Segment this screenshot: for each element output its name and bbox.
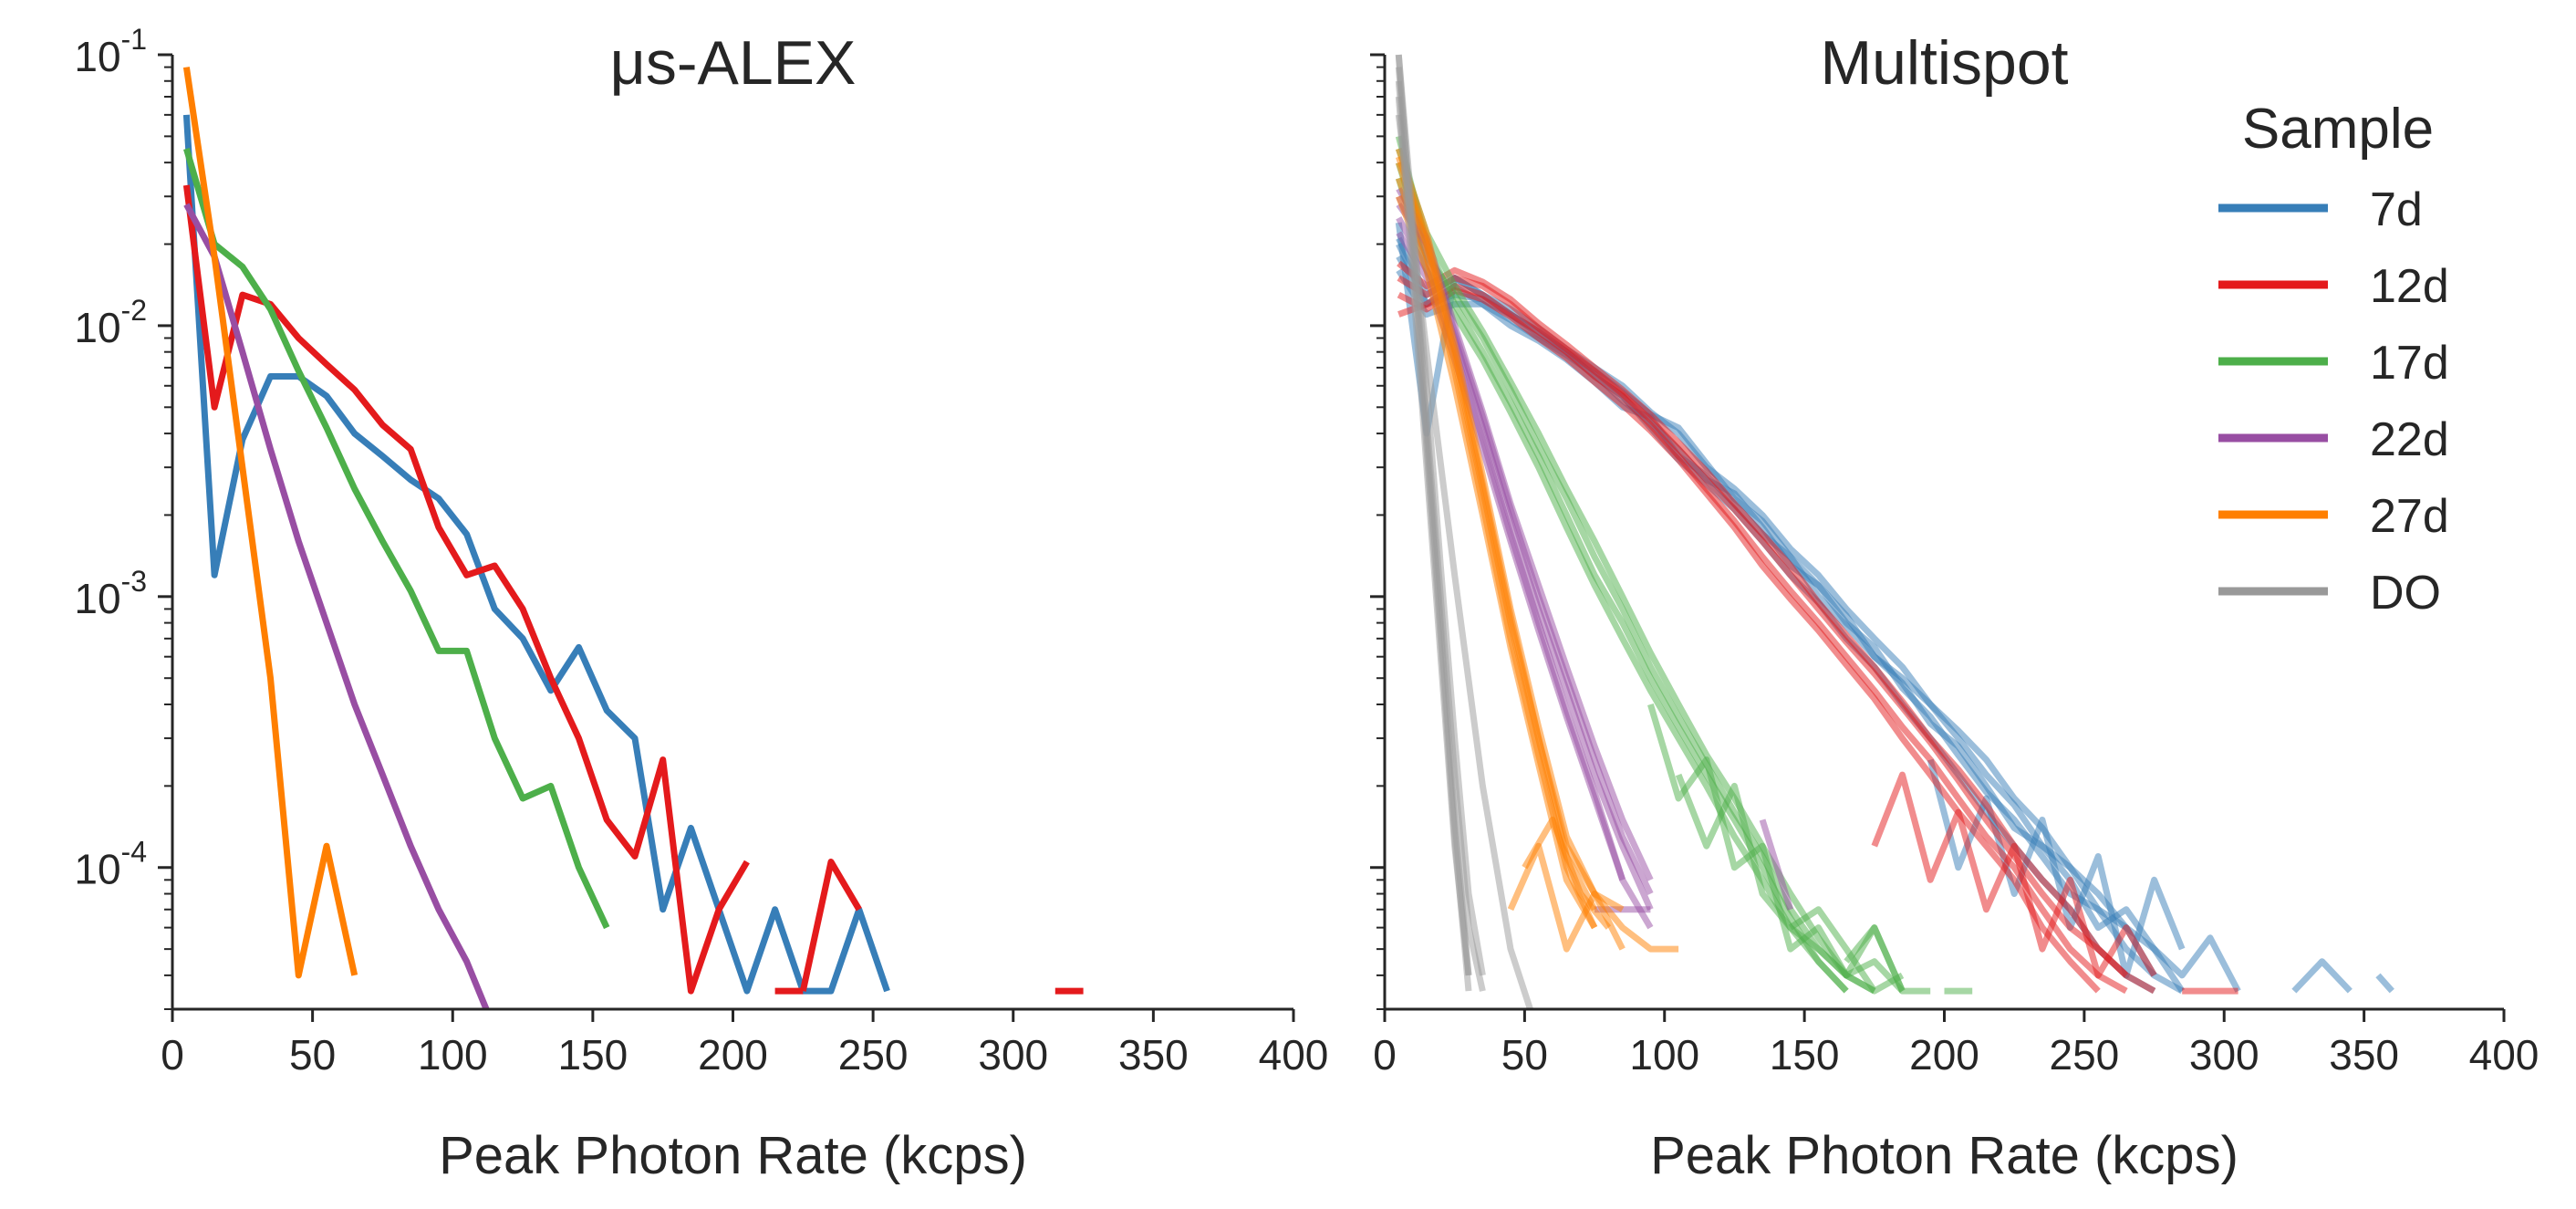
x-tick-label: 300 [2189, 1031, 2259, 1079]
series-line-17d-3 [1395, 177, 1849, 994]
series-line-DO-3 [1395, 96, 1472, 976]
x-tick-label: 200 [698, 1031, 768, 1079]
y-tick-label: 10-4 [74, 836, 147, 893]
panel-title: μs-ALEX [610, 28, 857, 98]
x-tick-label: 350 [2329, 1031, 2399, 1079]
series-line-12d-4 [1871, 771, 2157, 979]
legend-label-12d: 12d [2370, 260, 2449, 313]
y-tick-label: 10-3 [74, 565, 147, 622]
x-tick-label: 0 [1373, 1031, 1397, 1079]
chart-panel-1: 0 50 100 150 200 250 300 350 400 Multispot Peak Ph… [1370, 28, 2539, 1185]
series-line-12d-2 [799, 859, 862, 992]
y-tick-label: 10-1 [74, 23, 147, 80]
x-tick-label: 50 [1501, 1031, 1548, 1079]
x-tick-label: 400 [1259, 1031, 1329, 1079]
series-line-27d-0 [182, 67, 358, 979]
series-line-17d-7 [1844, 924, 1931, 995]
series-line-17d-1 [1395, 162, 1876, 995]
series-line-DO-5 [1395, 114, 1533, 1009]
series-line-17d-5 [1675, 773, 1906, 993]
series-line-22d-0 [183, 203, 490, 1009]
x-tick-label: 250 [2050, 1031, 2120, 1079]
x-tick-label: 400 [2469, 1031, 2540, 1079]
x-tick-label: 50 [289, 1031, 336, 1079]
panel-title: Multispot [1820, 28, 2068, 98]
legend-label-27d: 27d [2370, 490, 2449, 543]
series-line-22d-6 [1759, 818, 1794, 911]
series-group [1395, 54, 2394, 1009]
x-tick-label: 250 [838, 1031, 909, 1079]
series-line-27d-3 [1396, 195, 1598, 930]
series-line-17d-6 [1788, 906, 1905, 995]
legend-label-DO: DO [2370, 567, 2441, 620]
series-line-12d-1 [1397, 275, 2129, 978]
series-line-27d-6 [1507, 842, 1626, 953]
series-line-12d-2 [1397, 260, 2156, 995]
x-tick-label: 150 [558, 1031, 628, 1079]
x-tick-label: 150 [1770, 1031, 1840, 1079]
legend: Sample 7d 12d 17d 22d 27d DO [2218, 98, 2449, 620]
x-tick-label: 300 [978, 1031, 1048, 1079]
series-group [182, 67, 1084, 1009]
x-axis-label: Peak Photon Rate (kcps) [1650, 1126, 2238, 1185]
x-tick-label: 100 [1629, 1031, 1699, 1079]
y-tick-label: 10-2 [74, 294, 147, 351]
series-line-7d-0 [182, 114, 890, 995]
series-line-12d-0 [182, 184, 750, 995]
x-axis-label: Peak Photon Rate (kcps) [439, 1126, 1027, 1185]
series-line-27d-4 [1395, 155, 1679, 953]
series-line-12d-3 [1397, 287, 2101, 994]
series-line-17d-2 [1395, 147, 1876, 995]
legend-label-7d: 7d [2370, 183, 2423, 236]
x-tick-label: 100 [418, 1031, 488, 1079]
series-line-17d-0 [183, 148, 610, 930]
legend-title: Sample [2242, 98, 2434, 161]
x-tick-label: 200 [1909, 1031, 1979, 1079]
x-tick-label: 350 [1118, 1031, 1189, 1079]
legend-label-17d: 17d [2370, 337, 2449, 390]
chart-panel-0: 0 50 100 150 200 250 300 350 400 10-1 10-2 10-3 10-4… [74, 23, 1328, 1185]
legend-label-22d: 22d [2370, 413, 2449, 466]
series-line-7d-6 [2291, 958, 2353, 994]
x-tick-label: 0 [161, 1031, 184, 1079]
series-line-7d-7 [2375, 973, 2394, 994]
series-line-DO-4 [1395, 54, 1486, 976]
